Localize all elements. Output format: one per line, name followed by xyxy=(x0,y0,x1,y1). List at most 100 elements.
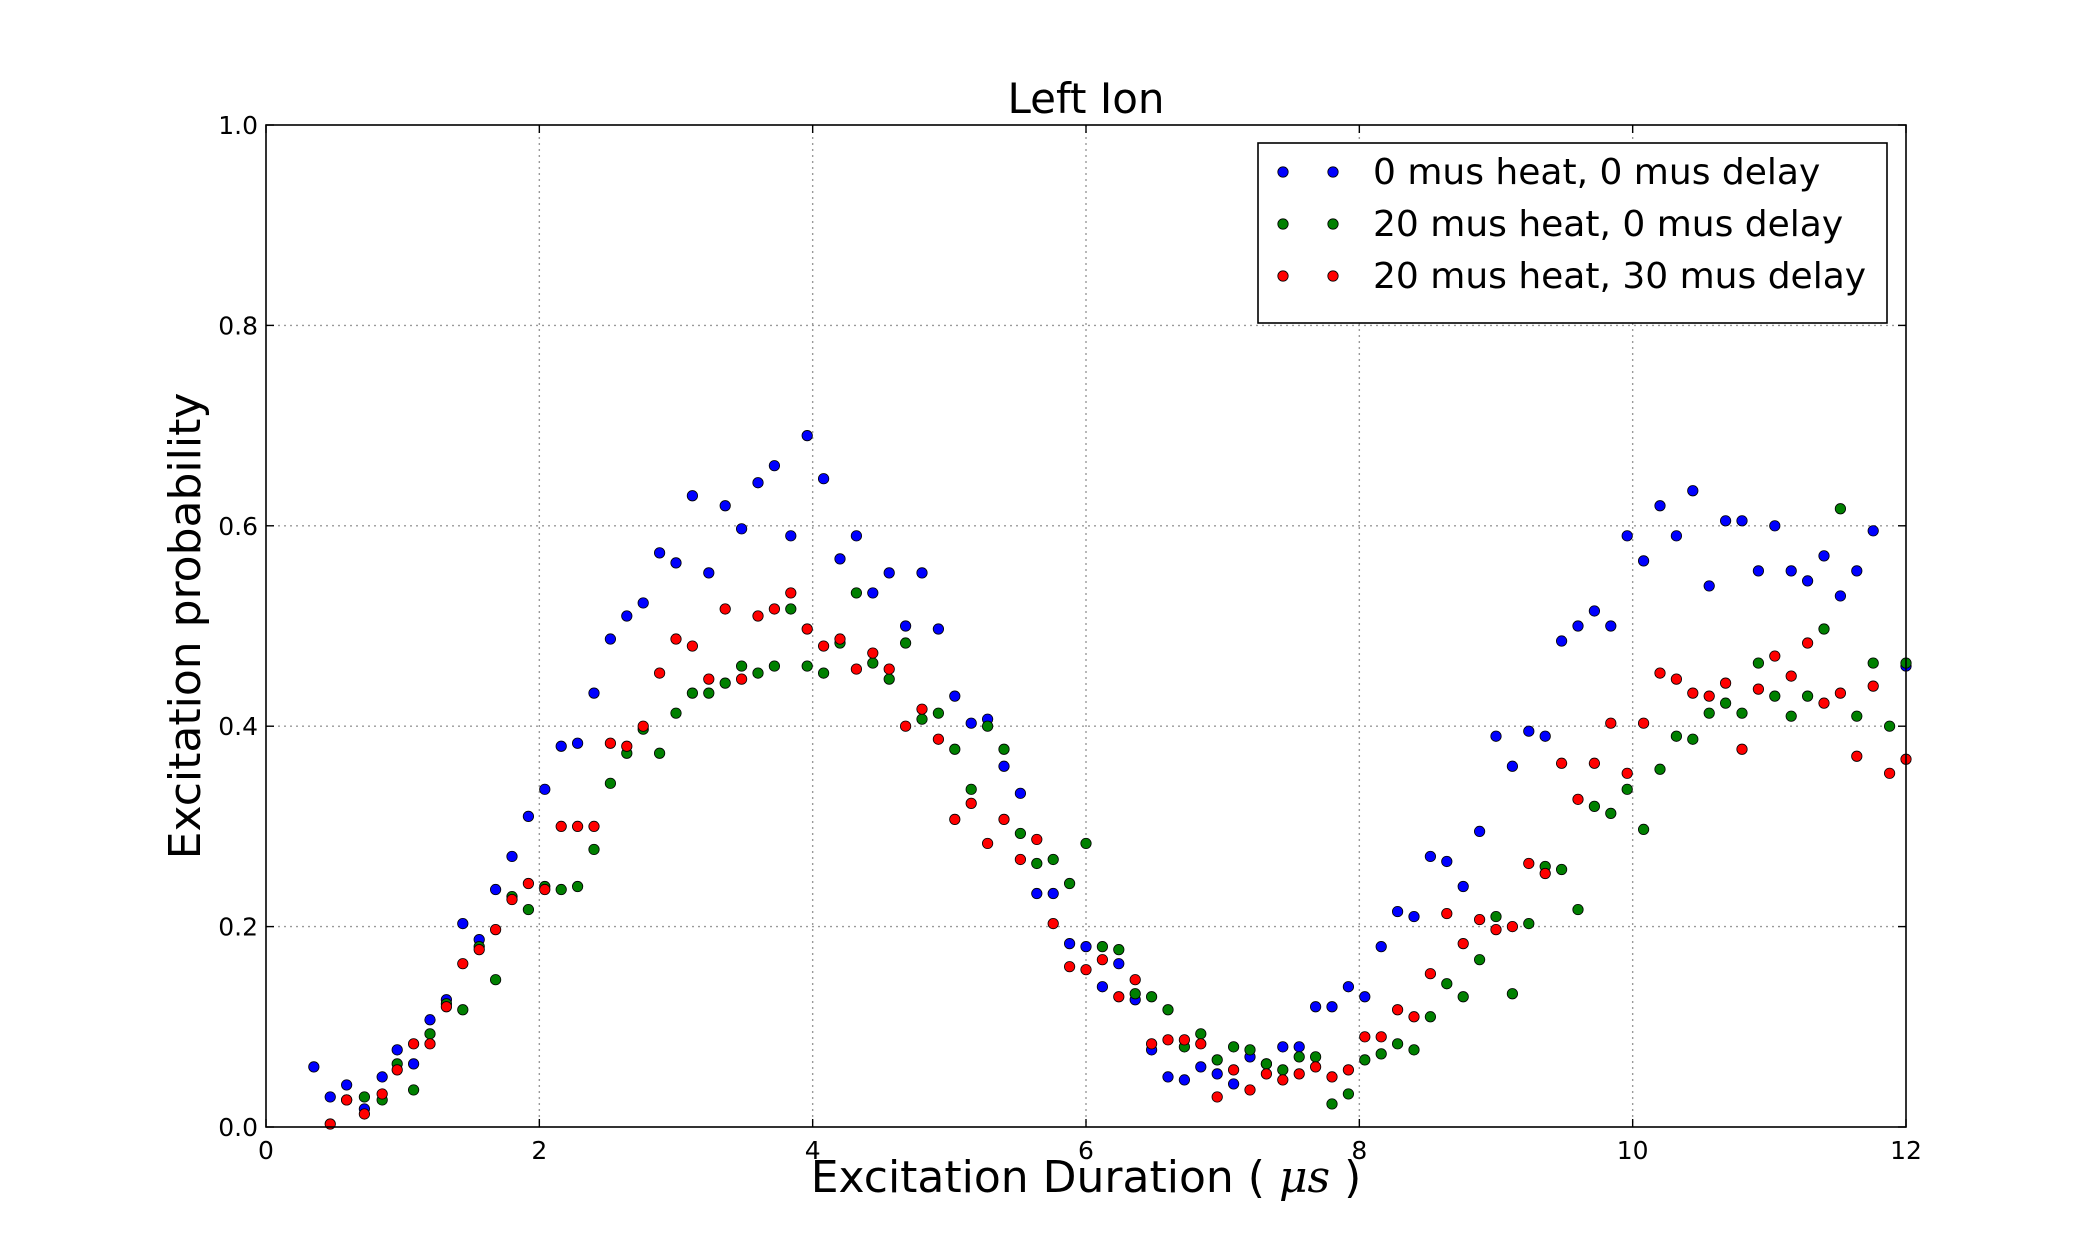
data-point xyxy=(1277,1074,1289,1086)
data-point xyxy=(1310,1061,1322,1073)
data-point xyxy=(1375,1048,1387,1060)
data-point xyxy=(867,647,879,659)
data-point xyxy=(1752,683,1765,695)
data-point xyxy=(1490,910,1502,923)
data-point xyxy=(965,717,977,729)
legend-marker xyxy=(1277,166,1289,178)
data-point xyxy=(571,737,584,749)
data-point xyxy=(440,1001,452,1013)
data-point xyxy=(571,820,584,833)
data-point xyxy=(1113,958,1125,970)
data-point xyxy=(899,637,912,649)
data-point xyxy=(604,777,617,789)
data-point xyxy=(1851,565,1863,577)
data-point xyxy=(1457,938,1469,950)
data-point xyxy=(1474,954,1486,966)
data-point xyxy=(1310,1051,1322,1063)
data-point xyxy=(1277,1064,1289,1076)
data-point xyxy=(489,924,502,936)
data-point xyxy=(1621,783,1633,795)
data-point xyxy=(1556,635,1568,647)
data-point xyxy=(407,1084,420,1096)
data-point xyxy=(1670,673,1683,685)
y-tick-label: 0.0 xyxy=(218,1113,258,1142)
legend-marker xyxy=(1327,218,1339,230)
data-point xyxy=(1014,787,1027,799)
data-point xyxy=(391,1044,403,1056)
data-point xyxy=(522,810,535,822)
data-point xyxy=(1556,757,1568,769)
data-point xyxy=(621,610,633,622)
data-point xyxy=(1769,650,1781,662)
data-point xyxy=(1851,710,1863,722)
data-point xyxy=(1588,605,1601,617)
data-point xyxy=(1244,1044,1256,1056)
data-point xyxy=(1031,833,1043,846)
data-point xyxy=(424,1014,436,1026)
data-point xyxy=(407,1038,420,1050)
data-point xyxy=(883,567,895,579)
data-point xyxy=(1424,968,1437,980)
data-point xyxy=(539,783,551,795)
data-point xyxy=(1424,850,1437,863)
data-point xyxy=(1867,525,1879,537)
data-point xyxy=(1474,913,1486,926)
grid xyxy=(266,125,1906,1127)
data-point xyxy=(1146,1038,1158,1050)
data-point xyxy=(1736,743,1748,755)
legend-entry: 20 mus heat, 30 mus delay xyxy=(1277,256,1866,297)
data-point xyxy=(1080,837,1092,850)
data-point xyxy=(1834,590,1847,602)
data-point xyxy=(1359,1031,1371,1043)
data-point xyxy=(1851,750,1863,762)
data-point xyxy=(1014,827,1027,840)
data-point xyxy=(1359,991,1371,1003)
data-point xyxy=(1195,1061,1207,1073)
data-point xyxy=(785,603,797,615)
legend: 0 mus heat, 0 mus delay 20 mus heat, 0 mu… xyxy=(1257,142,1888,324)
y-tick-label: 0.2 xyxy=(218,913,258,942)
data-point xyxy=(932,733,945,745)
data-point xyxy=(1408,1011,1420,1023)
data-point xyxy=(1293,1041,1305,1053)
data-point xyxy=(719,603,731,615)
data-point xyxy=(686,640,699,652)
data-point xyxy=(1638,555,1650,567)
series-3 xyxy=(324,587,1912,1130)
legend-frame xyxy=(1257,142,1888,324)
data-point xyxy=(1064,938,1076,950)
data-point xyxy=(981,720,994,732)
data-point xyxy=(1539,867,1551,880)
data-point xyxy=(1129,988,1141,1000)
data-point xyxy=(1047,887,1059,900)
data-point xyxy=(588,820,600,833)
data-point xyxy=(1687,733,1699,745)
data-point xyxy=(719,500,731,512)
data-point xyxy=(1802,575,1814,587)
data-point xyxy=(571,880,584,893)
data-point xyxy=(424,1028,436,1040)
x-tick-label: 12 xyxy=(1890,1136,1922,1165)
data-point xyxy=(752,477,764,489)
data-point xyxy=(1572,793,1584,805)
x-tick-label: 0 xyxy=(258,1136,274,1165)
data-point xyxy=(1162,1004,1174,1016)
data-point xyxy=(1047,853,1059,866)
data-point xyxy=(1769,520,1781,532)
data-point xyxy=(1703,690,1715,702)
y-axis-title: Excitation probability xyxy=(160,393,211,860)
data-point xyxy=(324,1091,336,1103)
axis-ticks: 0 2 4 6 8 10 12 0.0 0.2 0.4 0.6 0.8 1.0 xyxy=(218,111,1922,1165)
data-point xyxy=(1720,677,1732,689)
data-point xyxy=(735,673,748,685)
data-point xyxy=(522,903,535,916)
data-point xyxy=(1277,1041,1289,1053)
data-point xyxy=(1195,1038,1207,1050)
data-point xyxy=(1260,1068,1273,1080)
data-point xyxy=(1523,917,1535,930)
data-point xyxy=(1523,857,1535,870)
data-point xyxy=(998,813,1010,825)
data-point xyxy=(785,587,797,599)
data-point xyxy=(850,530,863,542)
data-point xyxy=(1162,1034,1174,1046)
